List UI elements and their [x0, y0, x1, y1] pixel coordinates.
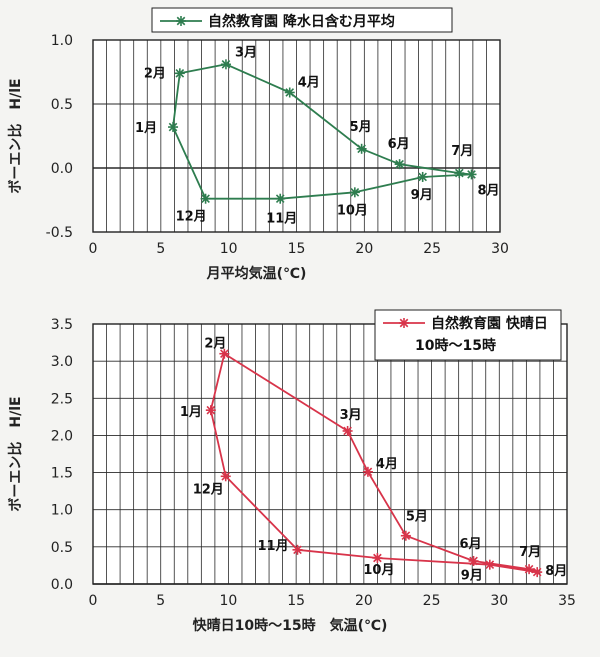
data-point: [466, 169, 477, 180]
legend-label: 自然教育園 降水日含む月平均: [208, 13, 395, 30]
point-label: 2月: [204, 337, 226, 352]
x-tick-label: 5: [156, 593, 165, 609]
grid: [93, 39, 500, 233]
data-point: [292, 544, 303, 555]
x-axis-label: 快晴日10時～15時 気温(℃): [193, 617, 388, 634]
y-tick-label: 0.0: [51, 161, 73, 177]
data-point: [524, 564, 535, 575]
y-tick-label: 1.0: [51, 503, 73, 519]
plot-area: [93, 324, 567, 584]
y-tick-label: 1.0: [51, 33, 73, 49]
x-tick-label: 25: [423, 241, 441, 257]
data-point: [275, 193, 286, 204]
y-tick-label: 2.0: [51, 428, 73, 444]
data-point: [220, 59, 231, 70]
data-point: [400, 530, 411, 541]
data-point: [468, 555, 479, 566]
data-point: [342, 425, 353, 436]
plot-frame: [92, 39, 501, 233]
y-tick-label: 3.0: [51, 354, 73, 370]
point-label: 11月: [266, 212, 297, 227]
x-tick-label: 0: [89, 593, 98, 609]
legend-marker: [399, 318, 409, 328]
point-label: 4月: [298, 75, 320, 90]
legend-marker: [176, 16, 186, 26]
data-point: [394, 159, 405, 170]
data-point: [349, 187, 360, 198]
y-tick-label: 0.5: [51, 540, 73, 556]
plot-frame: [92, 323, 568, 585]
point-label: 1月: [135, 121, 157, 136]
y-tick-label: 0.0: [51, 577, 73, 593]
data-point: [454, 168, 465, 179]
point-label: 10月: [363, 563, 394, 578]
data-point: [219, 348, 230, 359]
data-point: [417, 171, 428, 182]
x-tick-label: 25: [423, 593, 441, 609]
legend-box: [151, 7, 453, 33]
data-point: [484, 559, 495, 570]
x-tick-label: 5: [156, 241, 165, 257]
point-label: 7月: [519, 545, 541, 560]
data-point: [284, 87, 295, 98]
point-label: 10月: [337, 203, 368, 218]
data-point: [532, 567, 543, 578]
x-tick-label: 20: [355, 241, 373, 257]
point-label: 6月: [388, 137, 410, 152]
x-tick-label: 35: [558, 593, 576, 609]
data-point: [362, 466, 373, 477]
data-point: [220, 471, 231, 482]
y-axis-label: ボーエン比 H/lE: [7, 396, 24, 511]
data-point: [356, 143, 367, 154]
point-label: 6月: [460, 537, 482, 552]
point-label: 3月: [235, 45, 257, 60]
point-label: 9月: [411, 188, 433, 203]
point-label: 4月: [376, 457, 398, 472]
legend: 自然教育園 降水日含む月平均: [151, 7, 453, 33]
legend-label: 10時～15時: [415, 337, 496, 354]
x-axis-label: 月平均気温(℃): [206, 265, 307, 282]
x-tick-label: 0: [89, 241, 98, 257]
point-label: 8月: [545, 564, 567, 579]
legend-label: 自然教育園 快晴日: [431, 315, 548, 332]
x-tick-label: 15: [288, 241, 306, 257]
chart-2: 0 5 10 15 20 25 30 35 3.5 3.0 2.5 2.0 1.5 1.0 0.5 0.0 快晴…: [7, 309, 576, 634]
y-tick-label: 3.5: [51, 317, 73, 333]
data-point: [372, 553, 383, 563]
point-label: 1月: [180, 405, 202, 420]
x-tick-label: 30: [490, 593, 508, 609]
point-label: 12月: [193, 482, 224, 497]
data-point: [174, 68, 185, 79]
y-tick-label: 1.5: [51, 466, 73, 482]
point-label: 2月: [144, 66, 166, 81]
y-tick-label: -0.5: [46, 225, 73, 241]
data-point: [205, 405, 216, 416]
x-tick-label: 10: [220, 593, 238, 609]
point-label: 7月: [451, 144, 473, 159]
point-label: 8月: [478, 183, 500, 198]
x-tick-label: 15: [287, 593, 305, 609]
chart-1: 0 5 10 15 20 25 30 1.0 0.5 0.0 -0.5 月平均気温(℃) ボーエン比 H…: [7, 7, 509, 282]
point-label: 9月: [461, 569, 483, 584]
legend: 自然教育園 快晴日 10時～15時: [374, 309, 562, 361]
y-tick-label: 0.5: [51, 97, 73, 113]
y-tick-label: 2.5: [51, 391, 73, 407]
x-tick-label: 30: [491, 241, 509, 257]
legend-box: [374, 309, 562, 361]
point-label: 12月: [176, 210, 207, 225]
point-label: 3月: [340, 408, 362, 423]
x-tick-label: 20: [355, 593, 373, 609]
x-tick-label: 10: [220, 241, 238, 257]
y-axis-label: ボーエン比 H/lE: [7, 78, 24, 193]
data-point: [168, 122, 179, 133]
point-label: 11月: [257, 539, 288, 554]
point-label: 5月: [350, 120, 372, 135]
point-label: 5月: [406, 510, 428, 525]
data-point: [200, 193, 211, 204]
